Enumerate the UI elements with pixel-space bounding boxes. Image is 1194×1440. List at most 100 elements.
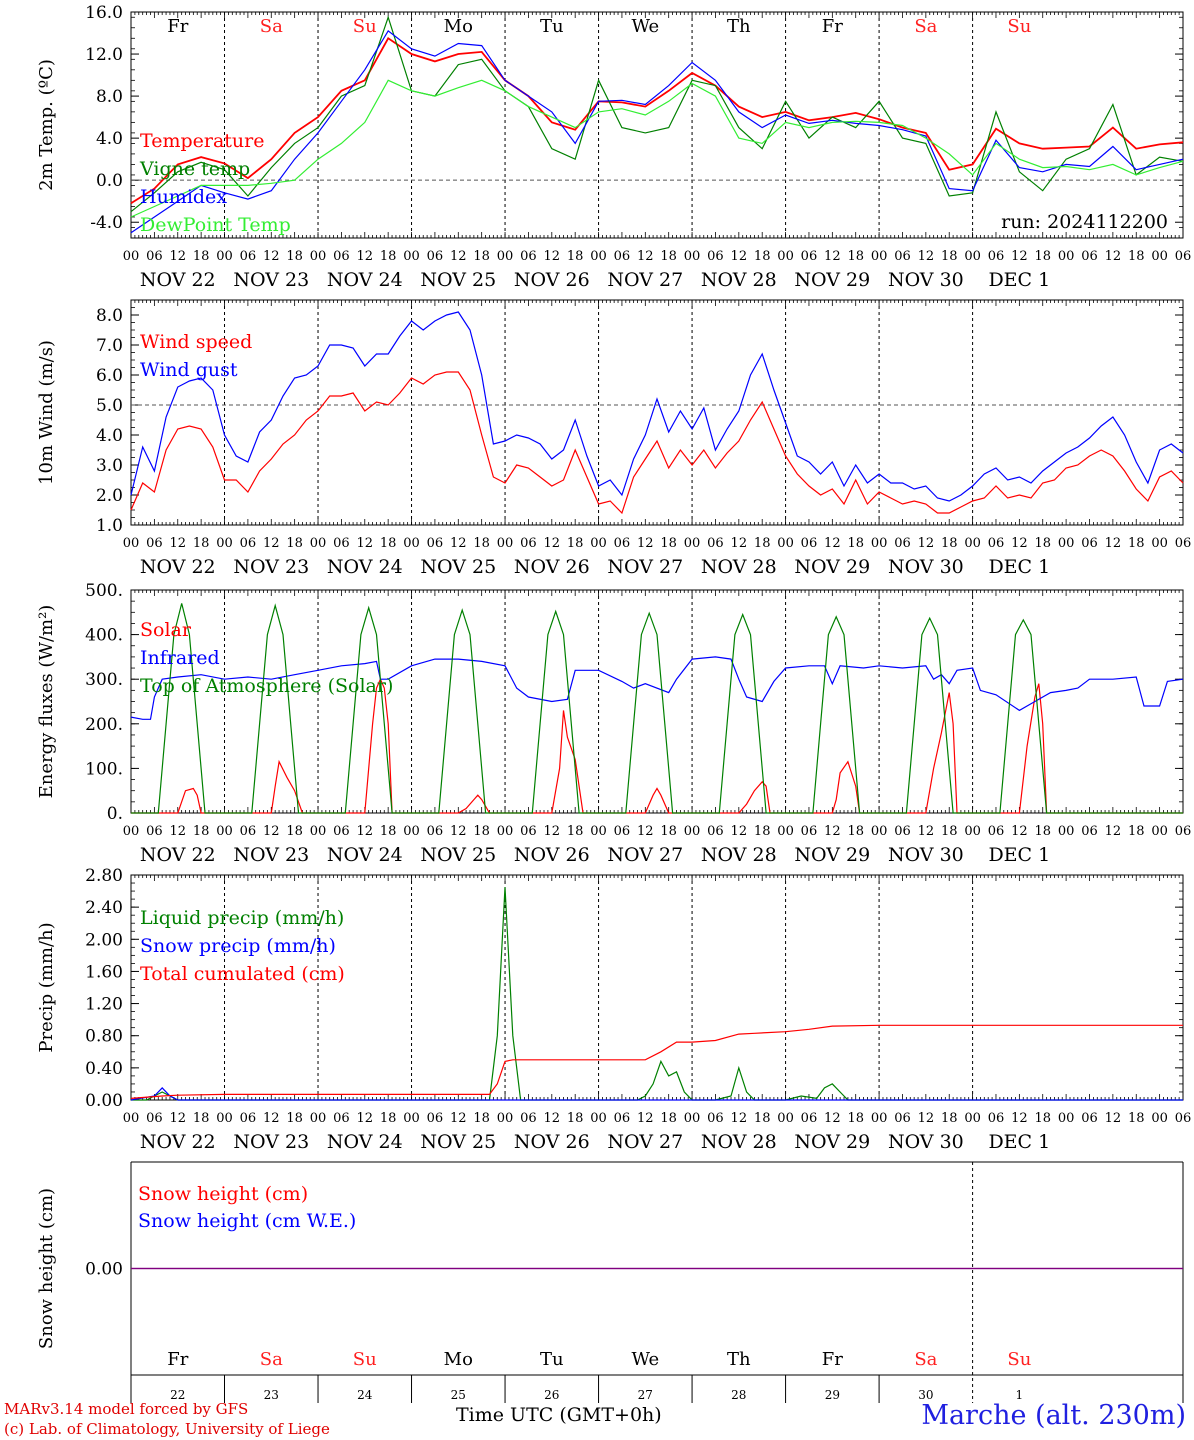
run-annotation: run: 2024112200 — [1001, 211, 1168, 233]
hour-label: 06 — [707, 249, 724, 264]
hour-label: 18 — [193, 1111, 210, 1126]
hour-label: 18 — [847, 824, 864, 839]
hour-label: 00 — [684, 824, 701, 839]
y-tick-label: 2.00 — [85, 930, 123, 950]
hour-label: 18 — [660, 824, 677, 839]
hour-label: 12 — [731, 824, 748, 839]
hour-label: 12 — [263, 824, 280, 839]
y-tick-label: 0.0 — [96, 171, 123, 191]
y-tick-label: 100. — [85, 759, 123, 779]
hour-label: 06 — [801, 824, 818, 839]
weekday-label: We — [631, 16, 659, 37]
legend-entry: Temperature — [140, 130, 264, 152]
hour-label: 06 — [427, 1111, 444, 1126]
hour-label: 12 — [357, 1111, 374, 1126]
hour-label: 06 — [988, 249, 1005, 264]
y-tick-label: 12.0 — [85, 45, 123, 65]
hour-label: 06 — [988, 1111, 1005, 1126]
hour-label: 00 — [310, 824, 327, 839]
hour-label: 18 — [1034, 824, 1051, 839]
hour-label: 00 — [964, 249, 981, 264]
hour-label: 12 — [544, 824, 561, 839]
date-label: NOV 22 — [140, 556, 216, 578]
hour-label: 06 — [894, 1111, 911, 1126]
panel-3: 2.80 2.40 2.00 1.60 1.20 0.80 0.40 0.00 Precip (… — [36, 866, 1191, 1153]
date-label: NOV 26 — [514, 556, 590, 578]
legend-entry: Vigne temp — [139, 158, 250, 180]
date-label: NOV 24 — [327, 556, 403, 578]
hour-label: 12 — [1011, 824, 1028, 839]
hour-label: 06 — [614, 1111, 631, 1126]
y-tick-label: 8.0 — [96, 306, 123, 326]
hour-label: 00 — [123, 536, 140, 551]
hour-label: 06 — [1175, 1111, 1192, 1126]
date-label: NOV 29 — [794, 844, 870, 866]
series-line — [130, 311, 1184, 502]
panel-2: 500. 400. 300. 200. 100. 0. Energy fluxes (W/m… — [36, 581, 1191, 866]
hour-label: 06 — [146, 824, 163, 839]
hour-label: 12 — [731, 1111, 748, 1126]
model-credit: MARv3.14 model forced by GFS — [4, 1400, 249, 1418]
date-label: DEC 1 — [988, 844, 1050, 866]
weekday-label: Fr — [167, 16, 188, 37]
hour-label: 00 — [123, 824, 140, 839]
y-tick-label: 1.20 — [85, 995, 123, 1015]
date-label: NOV 22 — [140, 269, 216, 291]
hour-label: 18 — [380, 249, 397, 264]
y-axis-label: Precip (mm/h) — [36, 922, 57, 1052]
hour-label: 00 — [684, 1111, 701, 1126]
hour-label: 06 — [1175, 249, 1192, 264]
hour-label: 12 — [1105, 249, 1122, 264]
y-axis-label: 2m Temp. (ºC) — [36, 59, 57, 191]
hour-label: 00 — [497, 536, 514, 551]
legend-entry: Top of Atmosphere (Solar) — [140, 675, 393, 697]
hour-label: 18 — [1128, 824, 1145, 839]
hour-label: 12 — [918, 536, 935, 551]
hour-label: 18 — [286, 249, 303, 264]
hour-label: 18 — [660, 249, 677, 264]
lab-credit: (c) Lab. of Climatology, University of L… — [4, 1420, 330, 1438]
hour-label: 18 — [1128, 536, 1145, 551]
y-tick-label: 2.0 — [96, 486, 123, 506]
hour-label: 00 — [1058, 536, 1075, 551]
hour-label: 00 — [777, 536, 794, 551]
date-label: DEC 1 — [988, 556, 1050, 578]
hour-label: 18 — [473, 536, 490, 551]
hour-label: 18 — [754, 536, 771, 551]
hour-label: 12 — [544, 1111, 561, 1126]
hour-label: 06 — [614, 824, 631, 839]
hour-label: 18 — [1034, 249, 1051, 264]
hour-label: 06 — [240, 249, 257, 264]
hour-label: 12 — [450, 824, 467, 839]
y-tick-label: 0.40 — [85, 1059, 123, 1079]
hour-label: 06 — [988, 536, 1005, 551]
hour-label: 12 — [169, 249, 186, 264]
date-label: NOV 23 — [233, 1131, 309, 1153]
hour-label: 00 — [684, 536, 701, 551]
hour-label: 18 — [941, 824, 958, 839]
hour-label: 18 — [847, 1111, 864, 1126]
hour-label: 00 — [777, 249, 794, 264]
date-label: NOV 28 — [701, 844, 777, 866]
y-tick-label: 3.0 — [96, 456, 123, 476]
y-tick-label: 400. — [85, 626, 123, 646]
date-label: NOV 24 — [327, 844, 403, 866]
date-label: NOV 23 — [233, 844, 309, 866]
hour-label: 06 — [240, 1111, 257, 1126]
hour-label: 00 — [497, 824, 514, 839]
hour-label: 00 — [1058, 249, 1075, 264]
hour-label: 06 — [894, 536, 911, 551]
date-label: NOV 27 — [607, 556, 683, 578]
hour-label: 18 — [1034, 1111, 1051, 1126]
hour-label: 06 — [333, 249, 350, 264]
date-label: NOV 23 — [233, 269, 309, 291]
hour-label: 18 — [380, 536, 397, 551]
day-number-label: 1 — [1016, 1388, 1024, 1402]
hour-label: 12 — [450, 536, 467, 551]
hour-label: 00 — [871, 536, 888, 551]
date-label: NOV 27 — [607, 844, 683, 866]
y-tick-label: 2.80 — [85, 866, 123, 886]
hour-label: 12 — [357, 536, 374, 551]
y-tick-label: 8.0 — [96, 87, 123, 107]
hour-label: 00 — [403, 536, 420, 551]
